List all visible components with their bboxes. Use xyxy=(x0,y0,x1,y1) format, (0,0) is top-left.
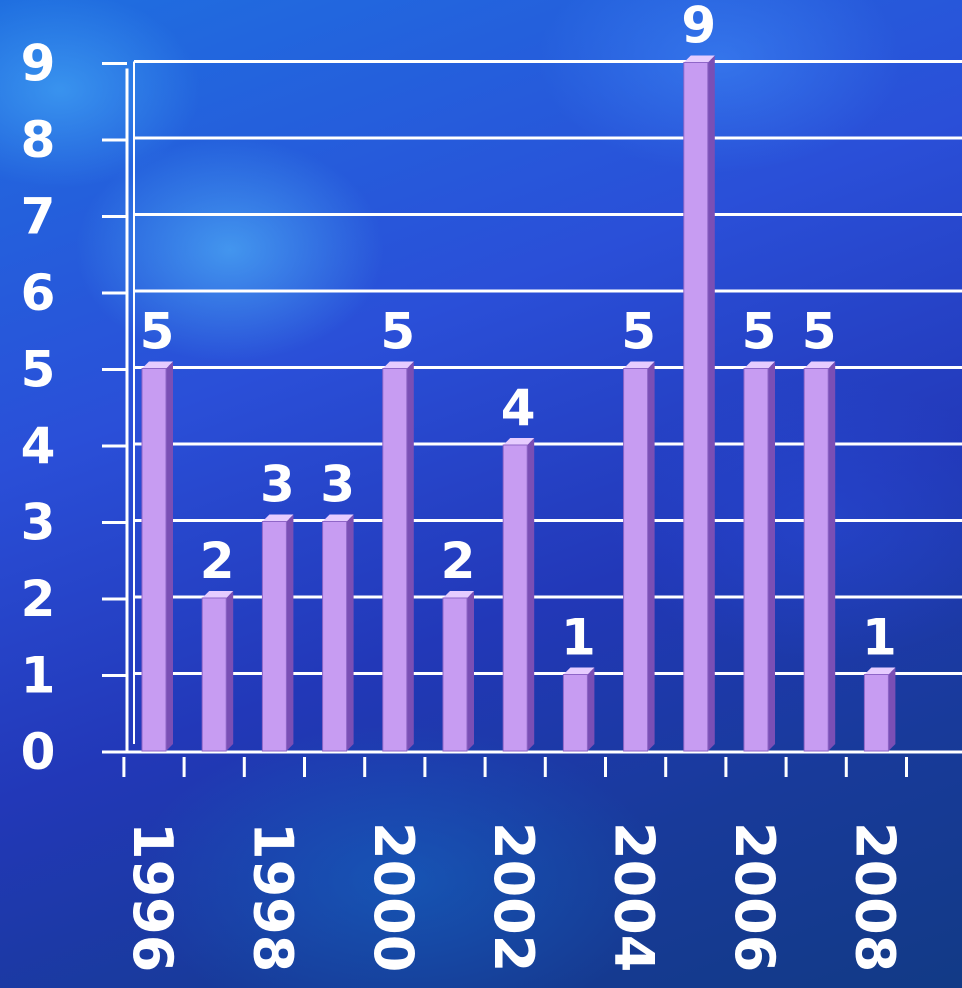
data-label-1998: 3 xyxy=(260,456,295,514)
data-label-2001: 2 xyxy=(441,532,476,590)
bar-front-2000 xyxy=(382,368,408,752)
bar-side-2007 xyxy=(828,361,836,751)
bar-side-2003 xyxy=(587,667,595,751)
bar-top-2007 xyxy=(804,361,836,369)
bar-side-1997 xyxy=(226,591,234,751)
x-axis-ticks: 1996 1998 2000 2002 2004 2006 2008 xyxy=(121,757,908,972)
bar-side-1999 xyxy=(346,514,354,751)
bar-2002 xyxy=(502,438,535,752)
bar-front-2005 xyxy=(683,62,709,752)
x-tick-label-2008: 2008 xyxy=(843,822,906,972)
bar-front-2002 xyxy=(502,444,528,752)
x-tick-label-2002: 2002 xyxy=(482,822,545,972)
bar-top-2000 xyxy=(382,361,414,369)
bar-2006 xyxy=(743,361,775,752)
data-label-2007: 5 xyxy=(802,303,837,361)
bar-top-1999 xyxy=(322,514,354,522)
bar-side-2002 xyxy=(527,438,535,751)
bar-2000 xyxy=(382,361,414,752)
bar-front-1998 xyxy=(261,521,287,752)
y-tick-label-7: 7 xyxy=(21,188,56,246)
bar-front-2008 xyxy=(863,674,889,752)
bar-front-2003 xyxy=(562,674,588,752)
bar-side-1996 xyxy=(166,361,173,751)
bar-1997 xyxy=(201,591,234,752)
bar-2004 xyxy=(623,361,655,752)
data-label-2006: 5 xyxy=(742,303,777,361)
bar-top-1996 xyxy=(142,361,173,369)
bar-2003 xyxy=(562,667,595,752)
y-tick-label-5: 5 xyxy=(21,341,56,399)
bar-top-2005 xyxy=(683,55,715,63)
y-tick-label-4: 4 xyxy=(21,417,56,475)
bar-1996 xyxy=(141,361,173,752)
data-label-2004: 5 xyxy=(621,303,656,361)
bar-front-1997 xyxy=(201,597,227,752)
data-label-1996: 5 xyxy=(140,303,175,361)
bar-top-2008 xyxy=(864,667,896,675)
bar-side-2006 xyxy=(768,361,775,751)
bar-side-2005 xyxy=(707,55,715,751)
data-label-1997: 2 xyxy=(200,532,235,590)
data-label-2002: 4 xyxy=(501,379,536,437)
data-label-2000: 5 xyxy=(380,303,415,361)
y-tick-label-9: 9 xyxy=(21,35,56,93)
bar-front-2004 xyxy=(623,368,649,752)
bar-front-1996 xyxy=(141,368,167,752)
y-axis-ticks: 0 1 2 3 4 5 6 7 8 9 xyxy=(21,35,127,781)
bar-front-2007 xyxy=(803,368,829,752)
y-tick-label-0: 0 xyxy=(21,723,56,781)
data-label-2003: 1 xyxy=(561,609,596,667)
x-tick-label-2004: 2004 xyxy=(603,822,666,972)
bar-side-2004 xyxy=(647,361,655,751)
data-label-1999: 3 xyxy=(320,456,355,514)
bar-top-2002 xyxy=(503,438,535,445)
x-tick-label-2000: 2000 xyxy=(362,822,425,972)
y-tick-label-6: 6 xyxy=(21,264,56,322)
bars xyxy=(141,55,896,752)
bar-2001 xyxy=(442,591,474,752)
bar-top-2001 xyxy=(443,591,474,598)
bar-side-2000 xyxy=(406,361,414,751)
bar-side-2001 xyxy=(467,591,474,751)
data-label-2005: 9 xyxy=(681,0,716,55)
bar-front-1999 xyxy=(322,521,348,752)
y-tick-label-3: 3 xyxy=(21,494,56,552)
y-tick-label-2: 2 xyxy=(21,570,56,628)
bar-1999 xyxy=(322,514,354,752)
bar-2007 xyxy=(803,361,836,752)
bar-front-2006 xyxy=(743,368,769,752)
bar-side-1998 xyxy=(286,514,294,751)
bar-side-2008 xyxy=(888,667,896,751)
y-tick-label-8: 8 xyxy=(21,111,56,169)
x-tick-label-2006: 2006 xyxy=(723,822,786,972)
bar-top-2006 xyxy=(744,361,775,369)
bar-top-2003 xyxy=(563,667,595,675)
x-tick-label-1996: 1996 xyxy=(121,822,184,972)
bar-top-1998 xyxy=(262,514,294,522)
bar-front-2001 xyxy=(442,597,468,752)
data-label-2008: 1 xyxy=(862,609,897,667)
bar-2008 xyxy=(863,667,896,752)
bar-top-1997 xyxy=(202,591,234,598)
bar-2005 xyxy=(683,55,715,752)
bar-1998 xyxy=(261,514,294,752)
y-tick-label-1: 1 xyxy=(21,647,56,705)
bar-top-2004 xyxy=(623,361,655,369)
x-tick-label-1998: 1998 xyxy=(241,822,304,972)
